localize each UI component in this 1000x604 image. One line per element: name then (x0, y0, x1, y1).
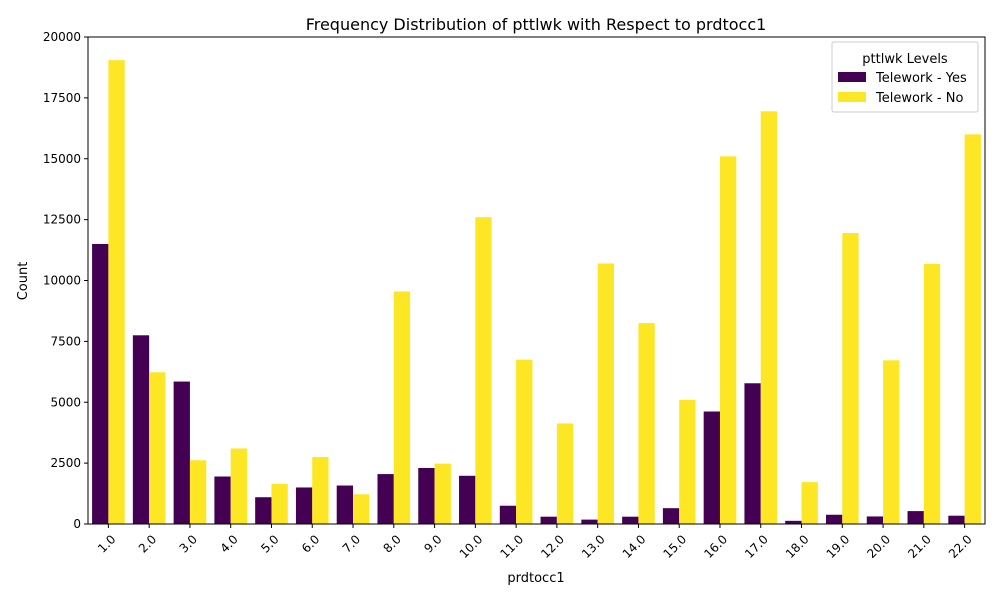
bar-yes-19.0 (825, 514, 843, 524)
x-tick-label: 1.0 (95, 532, 118, 555)
bar-no-19.0 (842, 233, 859, 524)
x-tick-label: 12.0 (538, 532, 567, 561)
x-tick-label: 7.0 (340, 532, 363, 555)
bars-layer (92, 60, 981, 524)
bar-yes-3.0 (173, 381, 190, 524)
bar-yes-15.0 (662, 508, 680, 524)
bar-yes-6.0 (295, 487, 313, 524)
bar-no-2.0 (149, 372, 166, 524)
x-tick-label: 13.0 (579, 532, 608, 561)
bar-yes-10.0 (459, 475, 476, 524)
bar-no-3.0 (189, 460, 207, 524)
bar-yes-7.0 (336, 485, 354, 524)
x-tick-label: 14.0 (620, 532, 649, 561)
bar-no-12.0 (556, 423, 574, 524)
bar-yes-21.0 (907, 511, 924, 524)
y-axis-label: Count (16, 262, 31, 301)
y-tick-label: 0 (73, 517, 81, 531)
bar-yes-2.0 (132, 335, 150, 524)
bar-yes-9.0 (418, 467, 435, 524)
bar-yes-1.0 (92, 243, 109, 524)
x-tick-label: 15.0 (661, 532, 690, 561)
bar-no-13.0 (597, 263, 614, 524)
x-tick-label: 4.0 (217, 532, 240, 555)
bar-no-16.0 (719, 156, 737, 524)
y-tick-label: 17500 (43, 91, 81, 105)
bar-yes-5.0 (255, 497, 272, 524)
bar-no-22.0 (964, 134, 981, 524)
bar-no-7.0 (353, 494, 370, 524)
legend-label-no: Telework - No (875, 91, 963, 106)
bar-yes-8.0 (377, 474, 394, 524)
y-tick-label: 15000 (43, 152, 81, 166)
x-tick-label: 22.0 (946, 532, 975, 561)
bar-no-11.0 (516, 359, 533, 524)
y-tick-label: 7500 (50, 334, 81, 348)
bar-yes-20.0 (866, 516, 884, 524)
y-tick-label: 20000 (43, 30, 81, 44)
bar-yes-13.0 (581, 519, 598, 524)
y-tick-label: 5000 (50, 395, 81, 409)
bar-no-17.0 (760, 111, 778, 524)
x-tick-label: 19.0 (824, 532, 853, 561)
bar-yes-12.0 (540, 516, 557, 524)
y-tick-label: 10000 (43, 274, 81, 288)
bar-yes-16.0 (703, 411, 720, 524)
x-tick-label: 10.0 (457, 532, 486, 561)
legend-title: pttlwk Levels (862, 52, 948, 67)
bar-no-1.0 (108, 60, 125, 524)
x-tick-label: 11.0 (497, 532, 526, 561)
bar-no-6.0 (312, 457, 329, 524)
bar-yes-17.0 (744, 383, 761, 524)
bar-no-21.0 (923, 263, 941, 524)
legend: pttlwk Levels Telework - Yes Telework - … (831, 41, 979, 113)
x-axis-label: prdtocc1 (507, 571, 564, 586)
bar-yes-4.0 (214, 476, 231, 524)
bar-yes-14.0 (622, 516, 639, 524)
x-tick-label: 2.0 (136, 532, 159, 555)
bar-no-20.0 (883, 360, 900, 524)
bar-yes-18.0 (785, 520, 802, 524)
x-tick-label: 5.0 (258, 532, 281, 555)
legend-label-yes: Telework - Yes (875, 71, 967, 86)
x-tick-label: 6.0 (299, 532, 322, 555)
bar-no-18.0 (801, 482, 818, 524)
x-tick-label: 21.0 (905, 532, 934, 561)
bar-no-9.0 (434, 463, 451, 524)
bar-no-14.0 (638, 323, 655, 524)
x-tick-label: 17.0 (742, 532, 771, 561)
x-tick-label: 18.0 (783, 532, 812, 561)
plot-frame (87, 36, 986, 525)
bar-no-15.0 (679, 399, 696, 524)
chart-title: Frequency Distribution of pttlwk with Re… (306, 15, 767, 34)
y-tick-label: 2500 (50, 456, 81, 470)
x-tick-label: 3.0 (177, 532, 200, 555)
bar-yes-22.0 (948, 515, 965, 524)
legend-swatch-yes (838, 72, 866, 82)
x-tick-label: 16.0 (701, 532, 730, 561)
bar-no-4.0 (230, 448, 248, 524)
y-tick-label: 12500 (43, 213, 81, 227)
bar-no-8.0 (393, 291, 411, 524)
x-tick-label: 9.0 (421, 532, 444, 555)
legend-swatch-no (838, 92, 866, 102)
bar-yes-11.0 (499, 505, 517, 524)
bar-no-10.0 (475, 217, 492, 524)
x-tick-label: 8.0 (381, 532, 404, 555)
x-tick-label: 20.0 (864, 532, 893, 561)
legend-box (831, 41, 979, 113)
bar-no-5.0 (271, 483, 288, 524)
